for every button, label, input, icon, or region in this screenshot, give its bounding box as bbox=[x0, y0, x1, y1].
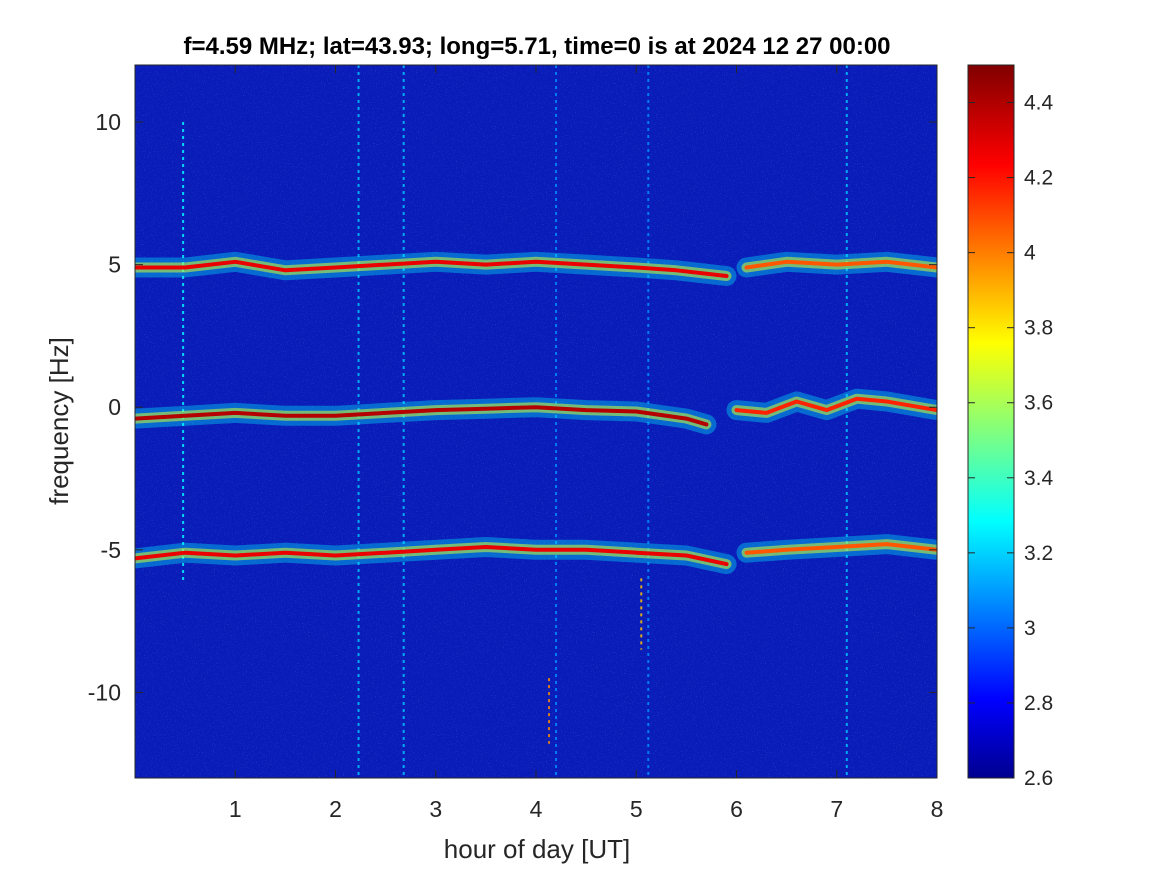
doppler-trace bbox=[744, 259, 937, 270]
x-tick-label: 3 bbox=[429, 796, 442, 822]
plot-area bbox=[135, 65, 937, 778]
colorbar-tick-label: 2.6 bbox=[1024, 767, 1053, 790]
x-tick-label: 1 bbox=[229, 796, 242, 822]
chart-title: f=4.59 MHz; lat=43.93; long=5.71, time=0… bbox=[183, 33, 890, 60]
y-axis-label: frequency [Hz] bbox=[44, 337, 74, 505]
doppler-trace bbox=[135, 405, 709, 427]
y-tick-label: -10 bbox=[88, 679, 121, 705]
colorbar-tick-label: 4.2 bbox=[1024, 167, 1053, 190]
y-tick-label: 0 bbox=[108, 394, 121, 420]
colorbar-tick-label: 3 bbox=[1024, 617, 1036, 640]
colorbar-tick-label: 3.8 bbox=[1024, 317, 1053, 340]
colorbar: 2.6 2.8 3 3.2 3.4 3.6 3.8 4 4.2 4.4 bbox=[967, 64, 1054, 790]
x-tick-label: 6 bbox=[730, 796, 743, 822]
x-tick-label: 8 bbox=[931, 796, 944, 822]
y-axis: -10 -5 0 5 10 bbox=[88, 109, 937, 705]
colorbar-tick-label: 3.2 bbox=[1024, 542, 1053, 565]
colorbar-ticks: 2.6 2.8 3 3.2 3.4 3.6 3.8 4 4.2 4.4 bbox=[968, 92, 1054, 790]
x-tick-label: 2 bbox=[329, 796, 342, 822]
doppler-trace bbox=[135, 259, 729, 278]
y-tick-label: 5 bbox=[108, 252, 121, 278]
colorbar-tick-label: 4 bbox=[1024, 242, 1036, 265]
doppler-trace bbox=[734, 396, 937, 415]
x-tick-label: 4 bbox=[530, 796, 543, 822]
colorbar-tick-label: 3.6 bbox=[1024, 392, 1053, 415]
streak-layer bbox=[182, 65, 848, 778]
doppler-trace bbox=[744, 542, 937, 555]
colorbar-tick-label: 3.4 bbox=[1024, 467, 1054, 490]
x-axis-label: hour of day [UT] bbox=[444, 834, 630, 864]
heatmap-noise bbox=[135, 65, 937, 778]
x-tick-label: 7 bbox=[830, 796, 843, 822]
colorbar-tick-label: 2.8 bbox=[1024, 692, 1053, 715]
trace-layer bbox=[135, 251, 937, 575]
x-tick-label: 5 bbox=[630, 796, 643, 822]
colorbar-tick-label: 4.4 bbox=[1024, 92, 1054, 115]
y-tick-label: -5 bbox=[101, 537, 121, 563]
x-axis: 1 2 3 4 5 6 7 8 bbox=[229, 65, 944, 822]
doppler-trace bbox=[135, 545, 729, 567]
y-tick-label: 10 bbox=[95, 109, 121, 135]
colorbar-gradient bbox=[967, 64, 1015, 779]
